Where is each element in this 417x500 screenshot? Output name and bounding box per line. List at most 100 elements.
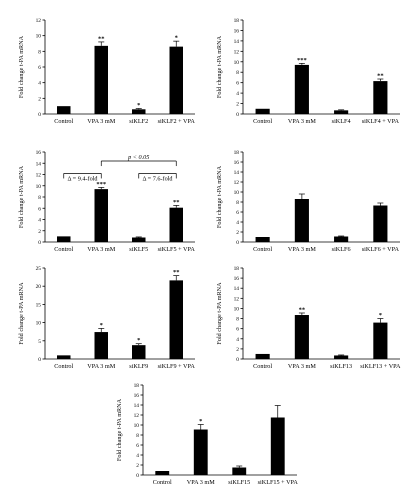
significance-label: * <box>100 322 103 329</box>
y-tick-label: 14 <box>134 403 140 409</box>
bar <box>334 110 349 114</box>
bar <box>155 471 170 475</box>
y-tick-label: 0 <box>236 357 239 363</box>
y-tick-label: 16 <box>134 393 140 399</box>
delta-right-label: Δ = 7.6-fold <box>143 175 174 182</box>
y-tick-label: 0 <box>136 473 139 479</box>
category-label: siKLF4 <box>332 118 351 125</box>
y-tick-label: 10 <box>234 306 240 312</box>
category-label: siKLF15 <box>228 479 250 486</box>
y-tick-label: 0 <box>236 112 239 118</box>
y-tick-label: 4 <box>236 337 239 343</box>
category-label: Control <box>253 246 272 253</box>
category-label: VPA 3 mM <box>187 479 215 486</box>
y-axis-label: Fold change t-PA mRNA <box>116 398 123 461</box>
category-label: siKLF9 + VPA <box>158 363 196 370</box>
y-tick-label: 18 <box>234 18 240 24</box>
bar <box>132 109 146 114</box>
y-tick-label: 8 <box>136 433 139 439</box>
y-tick-label: 6 <box>236 327 239 333</box>
y-tick-label: 14 <box>234 39 240 45</box>
y-tick-label: 10 <box>234 190 240 196</box>
y-tick-label: 2 <box>236 102 239 108</box>
y-tick-label: 12 <box>234 180 240 186</box>
y-tick-label: 4 <box>236 220 239 226</box>
y-tick-label: 2 <box>236 230 239 236</box>
y-tick-label: 12 <box>36 18 42 24</box>
bar <box>169 46 183 115</box>
significance-label: * <box>379 312 382 319</box>
category-label: Control <box>54 363 73 370</box>
chart-panel-4: 0 2 4 6 8 10 12 14 16 18 Fold change t-PA mRNA Cont… <box>216 150 400 253</box>
y-tick-label: 8 <box>236 317 239 323</box>
bar <box>294 64 309 114</box>
y-tick-label: 14 <box>36 161 42 167</box>
p-value-label: p < 0.05 <box>127 154 149 161</box>
y-tick-label: 4 <box>236 91 239 97</box>
category-label: VPA 3 mM <box>288 363 316 370</box>
category-label: siKLF15 + VPA <box>258 479 299 486</box>
chart-panel-7: 0 2 4 6 8 10 12 14 16 18 Fold change t-PA mRNA Cont… <box>116 383 298 486</box>
y-tick-label: 18 <box>234 266 240 272</box>
y-tick-label: 16 <box>234 28 240 34</box>
category-label: siKLF5 <box>129 246 148 253</box>
significance-label: * <box>175 35 178 42</box>
bar <box>255 353 270 359</box>
bar <box>57 355 71 359</box>
y-tick-label: 2 <box>136 463 139 469</box>
category-label: siKLF5 + VPA <box>158 246 196 253</box>
y-tick-label: 0 <box>236 240 239 246</box>
y-tick-label: 4 <box>38 218 41 224</box>
significance-label: ** <box>377 73 384 80</box>
chart-panel-5: 0 5 10 15 20 25 Fold change t-PA mRNA Control * V… <box>18 266 195 370</box>
y-tick-label: 10 <box>36 34 42 40</box>
bar <box>132 237 146 242</box>
significance-label: *** <box>96 181 106 188</box>
bar <box>294 315 309 359</box>
bar <box>294 199 309 242</box>
y-tick-label: 6 <box>38 65 41 71</box>
y-tick-label: 8 <box>236 70 239 76</box>
bar <box>255 108 270 114</box>
y-axis-label: Fold change t-PA mRNA <box>216 35 223 98</box>
category-label: VPA 3 mM <box>87 246 115 253</box>
bar <box>94 189 108 242</box>
significance-label: ** <box>299 306 306 313</box>
significance-label: * <box>137 337 140 344</box>
y-tick-label: 10 <box>234 60 240 66</box>
bar <box>57 236 71 242</box>
y-tick-label: 5 <box>38 339 41 345</box>
bar <box>373 81 388 114</box>
bar <box>373 205 388 242</box>
y-tick-label: 20 <box>36 284 42 290</box>
y-tick-label: 6 <box>38 206 41 212</box>
y-tick-label: 2 <box>236 347 239 353</box>
category-label: Control <box>153 479 172 486</box>
significance-label: *** <box>297 57 307 64</box>
bar <box>94 45 108 114</box>
category-label: siKLF6 <box>332 246 351 253</box>
y-tick-label: 6 <box>136 443 139 449</box>
category-label: siKLF6 + VPA <box>362 246 400 253</box>
category-label: siKLF4 + VPA <box>362 118 400 125</box>
y-tick-label: 2 <box>38 96 41 102</box>
chart-panel-3: 0 2 4 6 8 10 12 14 16 Fold change t-PA mRNA Contro… <box>18 150 195 253</box>
bar <box>373 322 388 359</box>
bar <box>255 237 270 242</box>
bar <box>334 236 349 242</box>
y-tick-label: 16 <box>234 276 240 282</box>
y-tick-label: 14 <box>234 286 240 292</box>
category-label: siKLF9 <box>129 363 148 370</box>
category-label: Control <box>54 118 73 125</box>
bar <box>169 207 183 242</box>
bar <box>94 332 108 359</box>
y-tick-label: 25 <box>36 266 42 272</box>
significance-label: ** <box>173 269 180 276</box>
chart-panel-6: 0 2 4 6 8 10 12 14 16 18 Fold change t-PA mRNA Cont… <box>216 266 401 370</box>
y-axis-label: Fold change t-PA mRNA <box>216 282 223 345</box>
category-label: siKLF2 + VPA <box>158 118 196 125</box>
y-axis-label: Fold change t-PA mRNA <box>18 165 25 228</box>
y-tick-label: 6 <box>236 81 239 87</box>
